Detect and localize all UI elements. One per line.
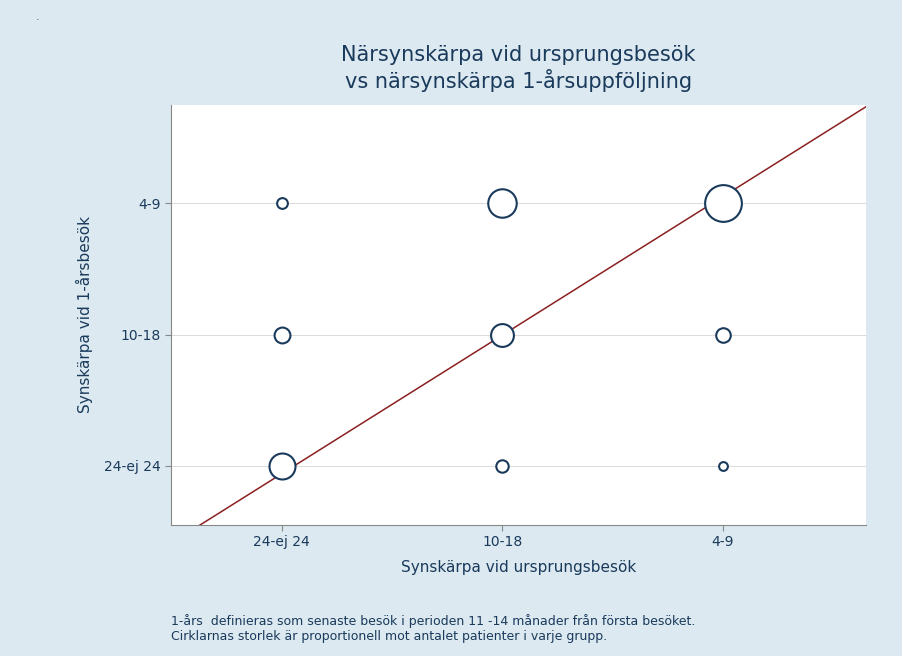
Y-axis label: Synskärpa vid 1-årsbesök: Synskärpa vid 1-årsbesök [76, 216, 93, 413]
Title: Närsynskärpa vid ursprungsbesök
vs närsynskärpa 1-årsuppföljning: Närsynskärpa vid ursprungsbesök vs närsy… [341, 45, 696, 92]
Point [274, 329, 289, 340]
Point [715, 329, 730, 340]
Point [274, 461, 289, 471]
Text: 1-års  definieras som senaste besök i perioden 11 -14 månader från första besöke: 1-års definieras som senaste besök i per… [171, 614, 695, 643]
Point [495, 198, 510, 209]
Point [495, 461, 510, 471]
Text: .: . [36, 12, 40, 22]
Point [715, 198, 730, 209]
Point [274, 198, 289, 209]
X-axis label: Synskärpa vid ursprungsbesök: Synskärpa vid ursprungsbesök [401, 560, 636, 575]
Point [715, 461, 730, 471]
Point [495, 329, 510, 340]
